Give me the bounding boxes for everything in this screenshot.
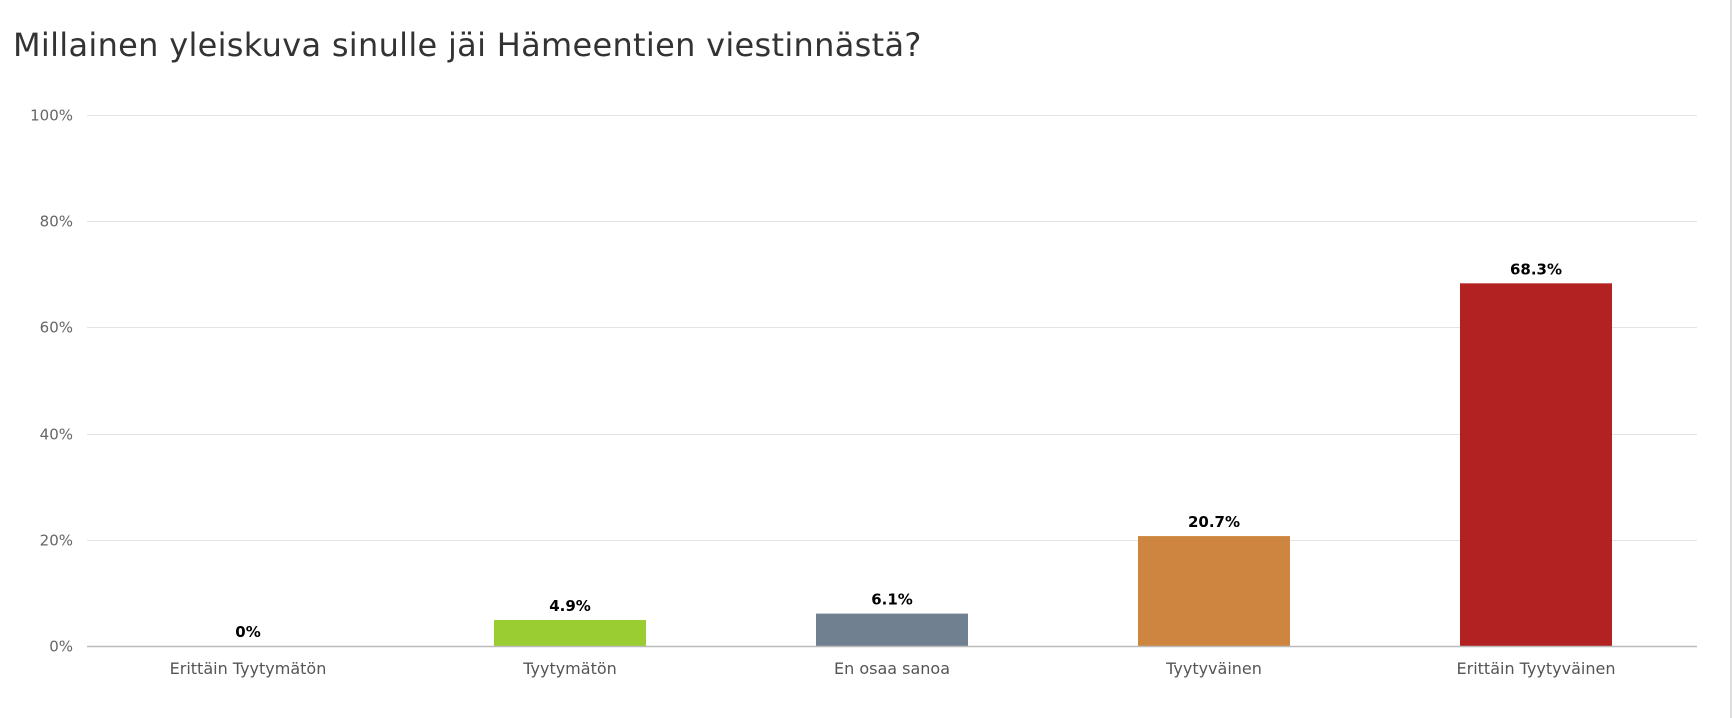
y-tick-label-20: 20% — [40, 532, 73, 550]
bar-3 — [816, 613, 968, 646]
y-tick-label-60: 60% — [40, 319, 73, 337]
bar-5 — [1460, 283, 1612, 646]
y-tick-label-100: 100% — [30, 107, 73, 125]
data-labels: 0% 4.9% 6.1% 20.7% 68.3% — [235, 260, 1562, 641]
data-label-2: 4.9% — [549, 597, 591, 615]
y-axis-ticks: 0% 20% 40% 60% 80% 100% — [30, 107, 73, 656]
x-tick-label-2: Tyytymätön — [522, 659, 617, 678]
x-tick-label-3: En osaa sanoa — [834, 659, 950, 678]
right-border — [1730, 0, 1732, 718]
x-axis-labels: Erittäin Tyytymätön Tyytymätön En osaa san… — [170, 659, 1616, 678]
chart-title: Millainen yleiskuva sinulle jäi Hämeenti… — [13, 26, 922, 64]
data-label-1: 0% — [235, 623, 260, 641]
x-tick-label-1: Erittäin Tyytymätön — [170, 659, 327, 678]
data-label-3: 6.1% — [871, 591, 913, 609]
gridlines — [87, 115, 1697, 541]
bar-2 — [494, 619, 646, 646]
y-tick-label-80: 80% — [40, 213, 73, 231]
y-tick-label-0: 0% — [49, 638, 73, 656]
y-tick-label-40: 40% — [40, 426, 73, 444]
data-label-4: 20.7% — [1188, 513, 1240, 531]
x-tick-label-5: Erittäin Tyytyväinen — [1457, 659, 1616, 678]
data-label-5: 68.3% — [1510, 260, 1562, 278]
bar-4 — [1138, 536, 1290, 646]
x-tick-label-4: Tyytyväinen — [1165, 659, 1262, 678]
bars — [494, 283, 1612, 646]
